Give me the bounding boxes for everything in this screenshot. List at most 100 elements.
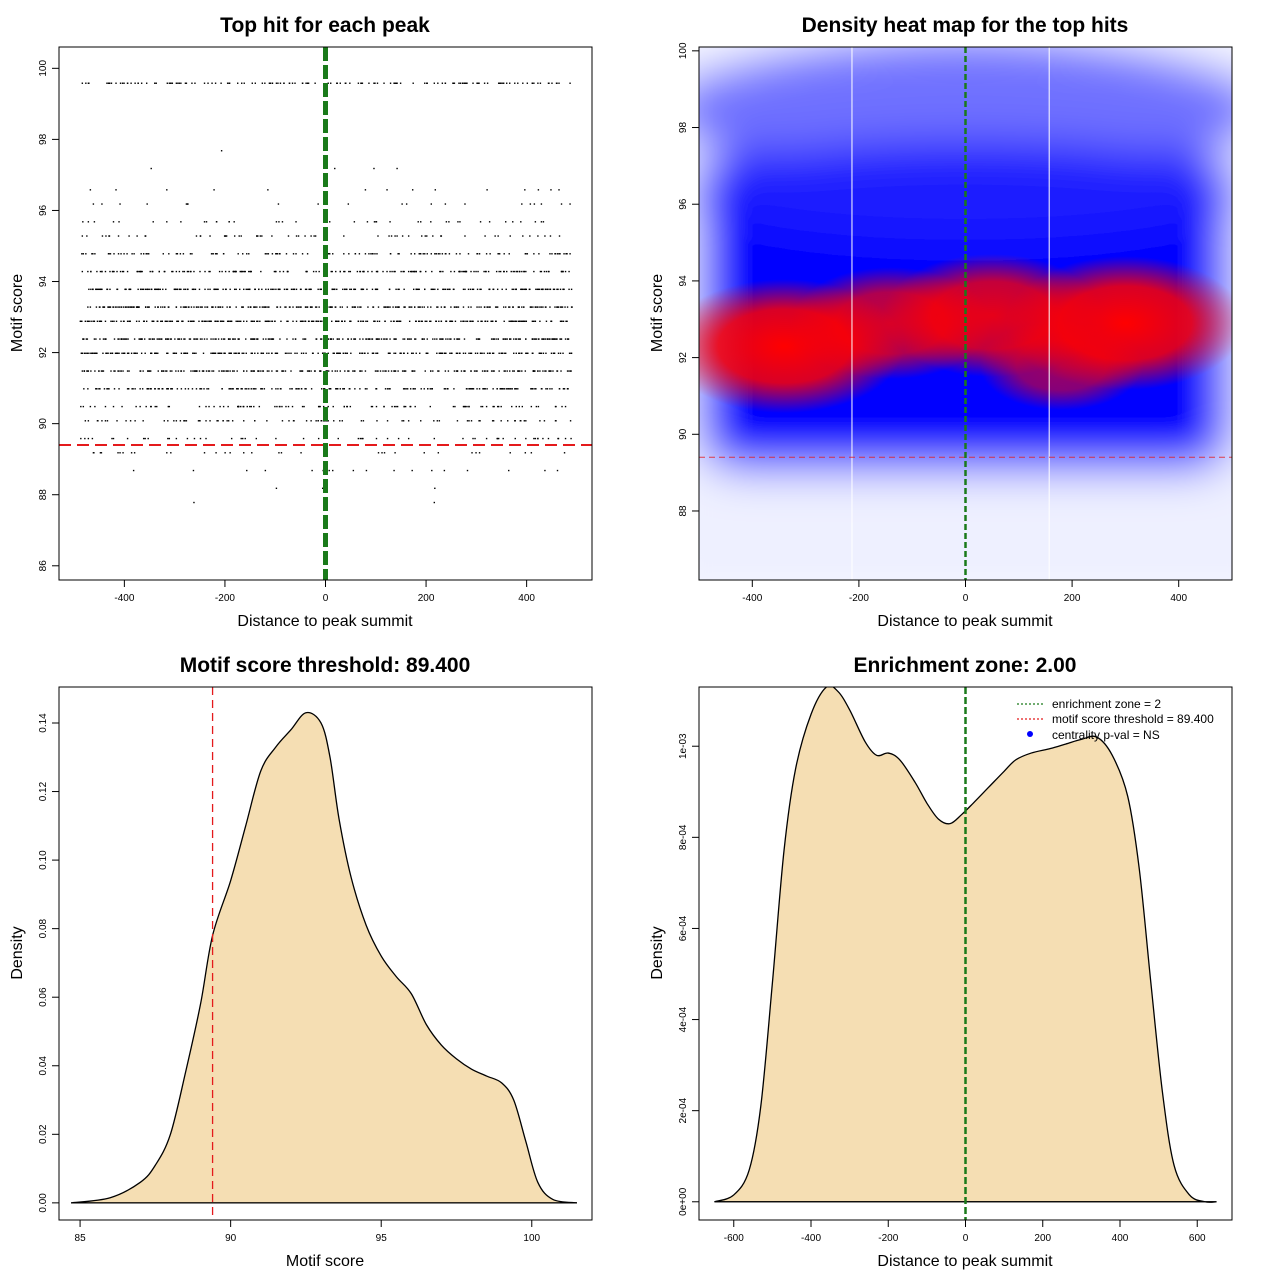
scatter-point bbox=[467, 306, 470, 308]
scatter-point bbox=[84, 320, 87, 323]
scatter-point bbox=[82, 405, 85, 408]
scatter-point bbox=[178, 82, 181, 84]
scatter-point bbox=[514, 437, 516, 440]
scatter-point bbox=[431, 388, 433, 390]
scatter-point bbox=[84, 437, 86, 440]
scatter-point bbox=[453, 338, 456, 340]
scatter-point bbox=[240, 388, 242, 390]
scatter-point bbox=[193, 370, 196, 372]
scatter-point bbox=[455, 352, 458, 354]
scatter-point bbox=[403, 270, 405, 273]
scatter-point bbox=[308, 320, 310, 323]
scatter-point bbox=[149, 388, 151, 390]
scatter-point bbox=[407, 270, 410, 273]
scatter-point bbox=[543, 420, 546, 422]
scatter-point bbox=[498, 253, 501, 255]
scatter-point bbox=[511, 288, 513, 291]
scatter-point bbox=[508, 253, 510, 255]
scatter-point bbox=[453, 388, 455, 390]
scatter-point bbox=[256, 306, 258, 308]
scatter-point bbox=[139, 388, 141, 390]
scatter-point bbox=[529, 203, 532, 205]
scatter-point bbox=[503, 352, 505, 354]
scatter-point bbox=[277, 82, 279, 84]
scatter-point bbox=[345, 82, 347, 84]
scatter-point bbox=[381, 452, 383, 454]
scatter-point bbox=[223, 338, 226, 340]
scatter-point bbox=[125, 288, 127, 291]
scatter-point bbox=[537, 288, 540, 291]
scatter-point bbox=[195, 235, 198, 237]
scatter-point bbox=[88, 352, 90, 354]
scatter-point bbox=[230, 388, 232, 390]
scatter-point bbox=[114, 352, 117, 354]
scatter-point bbox=[510, 388, 512, 390]
scatter-point bbox=[477, 338, 479, 340]
scatter-point bbox=[168, 405, 171, 408]
scatter-point bbox=[140, 352, 143, 354]
scatter-point bbox=[334, 288, 336, 291]
scatter-point bbox=[227, 405, 229, 408]
scatter-point bbox=[376, 420, 378, 422]
scatter-point bbox=[224, 452, 226, 454]
scatter-point bbox=[496, 388, 498, 390]
scatter-point bbox=[553, 288, 556, 291]
scatter-point bbox=[226, 370, 228, 372]
scatter-point bbox=[559, 320, 562, 323]
scatter-point bbox=[210, 338, 212, 340]
scatter-point bbox=[397, 253, 399, 255]
scatter-point bbox=[365, 320, 367, 323]
y-tick-label: 100 bbox=[38, 60, 49, 77]
scatter-point bbox=[450, 320, 452, 323]
scatter-point bbox=[166, 352, 168, 354]
scatter-point bbox=[480, 320, 482, 323]
scatter-point bbox=[116, 270, 118, 273]
scatter-point bbox=[413, 270, 416, 273]
scatter-point bbox=[243, 405, 245, 408]
scatter-point bbox=[190, 306, 193, 308]
scatter-point bbox=[402, 388, 405, 390]
scatter-point bbox=[117, 370, 119, 372]
scatter-point bbox=[563, 388, 566, 390]
scatter-point bbox=[328, 469, 330, 472]
scatter-point bbox=[148, 288, 150, 291]
scatter-point bbox=[486, 352, 489, 354]
scatter-point bbox=[133, 452, 136, 454]
scatter-point bbox=[504, 388, 506, 390]
scatter-point bbox=[180, 352, 183, 354]
score-density-x-label: Motif score bbox=[286, 1253, 364, 1270]
scatter-point bbox=[361, 82, 364, 84]
scatter-point bbox=[437, 288, 439, 291]
scatter-point bbox=[518, 405, 520, 408]
scatter-point bbox=[175, 306, 178, 308]
scatter-point bbox=[424, 288, 426, 291]
scatter-point bbox=[415, 270, 417, 273]
scatter-point bbox=[300, 306, 302, 308]
scatter-point bbox=[567, 338, 570, 340]
scatter-point bbox=[128, 235, 130, 237]
scatter-point bbox=[98, 288, 100, 291]
scatter-point bbox=[147, 388, 149, 390]
scatter-point bbox=[445, 352, 447, 354]
scatter-point bbox=[135, 320, 138, 323]
scatter-point bbox=[319, 288, 321, 291]
scatter-point bbox=[549, 388, 551, 390]
scatter-point bbox=[276, 352, 279, 354]
scatter-point bbox=[199, 306, 202, 308]
scatter-point bbox=[304, 306, 307, 308]
scatter-point bbox=[560, 338, 563, 340]
scatter-point bbox=[514, 320, 516, 323]
scatter-point bbox=[241, 352, 243, 354]
scatter-point bbox=[193, 501, 195, 504]
scatter-point bbox=[354, 306, 357, 308]
scatter-point bbox=[172, 270, 174, 273]
scatter-point bbox=[434, 253, 436, 255]
scatter-point bbox=[564, 405, 567, 408]
scatter-point bbox=[207, 370, 210, 372]
scatter-point bbox=[405, 388, 407, 390]
scatter-point bbox=[547, 437, 550, 440]
scatter-point bbox=[383, 405, 385, 408]
scatter-point bbox=[306, 306, 308, 308]
scatter-point bbox=[380, 338, 383, 340]
scatter-point bbox=[525, 270, 527, 273]
